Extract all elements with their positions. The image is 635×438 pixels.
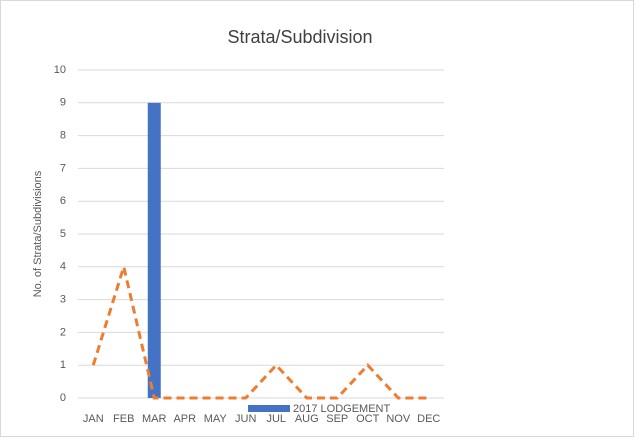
y-tick-label: 4	[60, 261, 66, 273]
y-tick-label: 8	[60, 130, 66, 142]
y-tick-label: 7	[60, 162, 66, 174]
y-tick-label: 5	[60, 228, 66, 240]
x-tick-label: JUL	[266, 413, 286, 425]
chart-title: Strata/Subdivision	[227, 27, 372, 47]
y-tick-label: 0	[60, 392, 66, 404]
x-tick-label: FEB	[113, 413, 134, 425]
y-tick-label: 10	[54, 64, 66, 76]
y-tick-label: 2	[60, 326, 66, 338]
x-tick-label: MAY	[204, 413, 228, 425]
x-tick-label: JAN	[83, 413, 104, 425]
x-tick-label: APR	[173, 413, 196, 425]
x-tick-label: NOV	[386, 413, 411, 425]
x-tick-label: AUG	[295, 413, 319, 425]
bar	[147, 102, 161, 399]
y-axis-label: No. of Strata/Subdivisions	[32, 170, 44, 297]
x-tick-label: DEC	[417, 413, 440, 425]
x-tick-label: MAR	[142, 413, 167, 425]
y-tick-label: 3	[60, 294, 66, 306]
legend-swatch	[248, 405, 290, 412]
line	[91, 261, 429, 400]
legend-label: 2017 LODGEMENT	[293, 403, 390, 415]
y-tick-label: 1	[60, 359, 66, 371]
y-tick-label: 6	[60, 195, 66, 207]
x-tick-label: JUN	[235, 413, 256, 425]
y-tick-label: 9	[60, 97, 66, 109]
x-tick-label: SEP	[326, 413, 348, 425]
x-tick-label: OCT	[356, 413, 380, 425]
